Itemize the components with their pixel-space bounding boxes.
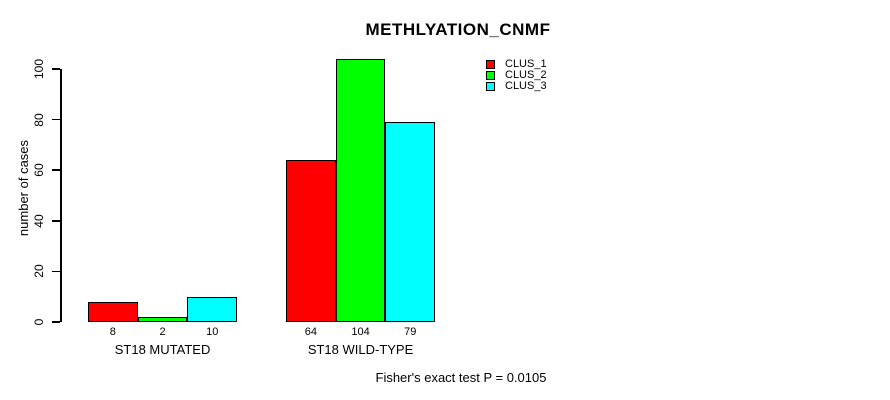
x-axis-label-st18-wild-type: ST18 WILD-TYPE (307, 342, 414, 357)
y-tick-mark (52, 220, 60, 222)
legend-item-clus-3: CLUS_3 (486, 81, 547, 92)
bar-value-label: 10 (206, 326, 219, 338)
legend-item-clus-1: CLUS_1 (486, 59, 547, 70)
bar-clus-3-st18-mutated (187, 296, 238, 322)
chart-title: METHLYATION_CNMF (365, 20, 551, 39)
y-tick-label: 80 (32, 112, 46, 127)
bar-value-label: 64 (304, 326, 317, 338)
y-tick-mark (52, 169, 60, 171)
y-axis-line (60, 69, 62, 322)
y-tick-mark (52, 321, 60, 323)
legend-swatch-clus-3 (486, 82, 495, 91)
annotation-text: Fisher's exact test P = 0.0105 (375, 370, 547, 385)
bar-value-label: 2 (159, 326, 166, 338)
bar-clus-2-st18-wild-type (335, 58, 386, 322)
y-tick-label: 40 (32, 214, 46, 228)
bar-clus-1-st18-wild-type (286, 160, 336, 322)
legend-label: CLUS_2 (505, 69, 547, 81)
y-tick-label: 60 (32, 163, 46, 177)
bar-value-label: 104 (351, 326, 370, 338)
y-tick-mark (52, 270, 60, 273)
y-tick-mark (52, 118, 60, 121)
y-tick-label: 0 (32, 318, 46, 326)
bar-value-label: 8 (109, 326, 116, 338)
y-tick-mark (52, 68, 60, 70)
bar-clus-1-st18-mutated (88, 301, 138, 322)
bar-clus-3-st18-wild-type (385, 122, 436, 322)
bar-value-label: 79 (404, 326, 417, 338)
y-axis-title: number of cases (16, 139, 31, 237)
legend-label: CLUS_3 (505, 80, 547, 92)
legend-swatch-clus-1 (486, 60, 495, 69)
legend-item-clus-2: CLUS_2 (486, 70, 547, 81)
legend-label: CLUS_1 (505, 58, 547, 70)
bar-clus-2-st18-mutated (137, 316, 188, 322)
y-tick-label: 20 (32, 264, 46, 279)
y-tick-label: 100 (32, 58, 46, 80)
x-axis-label-st18-mutated: ST18 MUTATED (114, 342, 211, 357)
legend-swatch-clus-2 (486, 71, 495, 80)
legend: CLUS_1 CLUS_2 CLUS_3 (486, 59, 547, 92)
